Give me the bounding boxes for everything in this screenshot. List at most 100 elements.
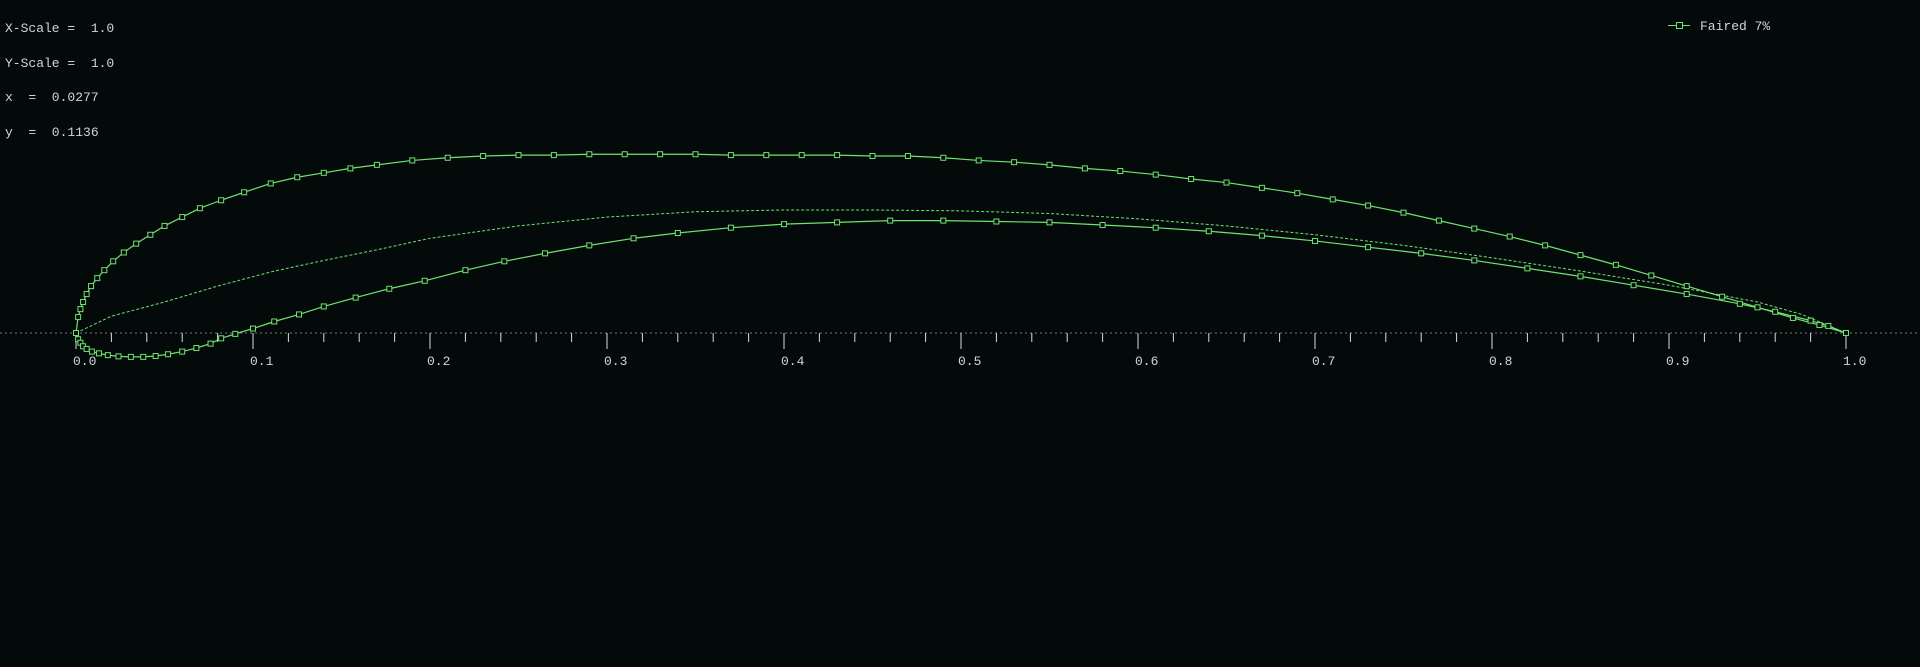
lower-surface-point [422,278,427,283]
upper-surface-point [941,155,946,160]
lower-surface-point [128,354,133,359]
upper-surface-point [693,152,698,157]
lower-surface-point [1047,220,1052,225]
upper-surface-point [1790,315,1795,320]
upper-surface-point [102,268,107,273]
lower-surface-point [1773,309,1778,314]
lower-surface-point [941,218,946,223]
upper-surface-point [551,153,556,158]
upper-surface-point [148,232,153,237]
upper-surface-point [1259,185,1264,190]
upper-surface-point [268,181,273,186]
x-tick-label: 0.9 [1666,354,1689,369]
lower-surface-point [321,304,326,309]
lower-surface-point [782,222,787,227]
x-tick-label: 0.8 [1489,354,1512,369]
lower-surface-point [297,312,302,317]
x-tick-label: 0.5 [958,354,981,369]
x-scale-readout: X-Scale = 1.0 [5,23,114,35]
upper-surface-point [1613,262,1618,267]
upper-surface-point [1578,253,1583,258]
x-axis-ticks [76,333,1846,349]
legend-swatch-icon [1668,21,1690,31]
upper-surface-point [1507,234,1512,239]
upper-surface-point [1082,166,1087,171]
lower-surface-point [502,259,507,264]
lower-surface-point [194,346,199,351]
upper-surface-point [1118,169,1123,174]
x-tick-label: 0.2 [427,354,450,369]
upper-surface-point [1472,226,1477,231]
upper-surface-point [295,175,300,180]
lower-surface-point [1808,318,1813,323]
upper-surface-point [905,154,910,159]
upper-surface-point [1817,323,1822,328]
upper-surface-point [1755,305,1760,310]
cursor-y-readout: y = 0.1136 [5,127,114,139]
upper-surface-point [134,241,139,246]
upper-surface-point [1047,162,1052,167]
lower-surface-point [463,268,468,273]
legend: Faired 7% [1668,18,1770,34]
upper-surface-point [799,153,804,158]
scale-readout: X-Scale = 1.0 Y-Scale = 1.0 x = 0.0277 y… [5,0,114,150]
x-tick-label: 1.0 [1843,354,1866,369]
upper-surface-point [587,152,592,157]
x-tick-label: 0.0 [73,354,96,369]
upper-surface-point [1401,210,1406,215]
lower-surface-point [153,354,158,359]
upper-surface-point [1224,180,1229,185]
upper-surface-line [76,154,1846,333]
upper-surface-point [516,153,521,158]
lower-surface-point [251,326,256,331]
upper-surface-point [481,154,486,159]
upper-surface-point [764,153,769,158]
upper-surface-point [410,158,415,163]
lower-surface-point [1578,274,1583,279]
lower-surface-point [1472,258,1477,263]
x-tick-label: 0.4 [781,354,805,369]
lower-surface-point [1366,245,1371,250]
x-tick-label: 0.7 [1312,354,1335,369]
mean-line-line [76,210,1846,333]
lower-surface-point [888,218,893,223]
lower-surface-point [1737,301,1742,306]
upper-surface-point [835,153,840,158]
lower-surface-point [84,346,89,351]
legend-label: Faired 7% [1700,19,1770,34]
lower-surface-point [587,243,592,248]
lower-surface-point [1313,238,1318,243]
upper-surface-point [1720,294,1725,299]
upper-surface-point [1153,172,1158,177]
lower-surface-point [543,251,548,256]
upper-surface-point [1189,177,1194,182]
upper-surface-point [121,250,126,255]
lower-surface-point [141,354,146,359]
upper-surface-point [78,307,83,312]
upper-surface-point [1330,197,1335,202]
lower-surface-point [1826,323,1831,328]
lower-surface-point [675,231,680,236]
airfoil-markers [74,152,1849,360]
x-tick-label: 0.3 [604,354,627,369]
upper-surface-point [348,166,353,171]
lower-surface-point [994,219,999,224]
upper-surface-point [1684,284,1689,289]
y-scale-readout: Y-Scale = 1.0 [5,58,114,70]
lower-surface-point [1259,233,1264,238]
upper-surface-point [1295,191,1300,196]
lower-surface-point [1684,292,1689,297]
upper-surface-point [1012,160,1017,165]
x-tick-label: 0.1 [250,354,274,369]
upper-surface-point [84,292,89,297]
lower-surface-point [180,349,185,354]
x-tick-label: 0.6 [1135,354,1158,369]
upper-surface-point [976,158,981,163]
lower-surface-point [74,331,79,336]
upper-surface-point [162,223,167,228]
upper-surface-point [242,190,247,195]
lower-surface-point [387,286,392,291]
upper-surface-point [445,155,450,160]
lower-surface-point [1206,229,1211,234]
